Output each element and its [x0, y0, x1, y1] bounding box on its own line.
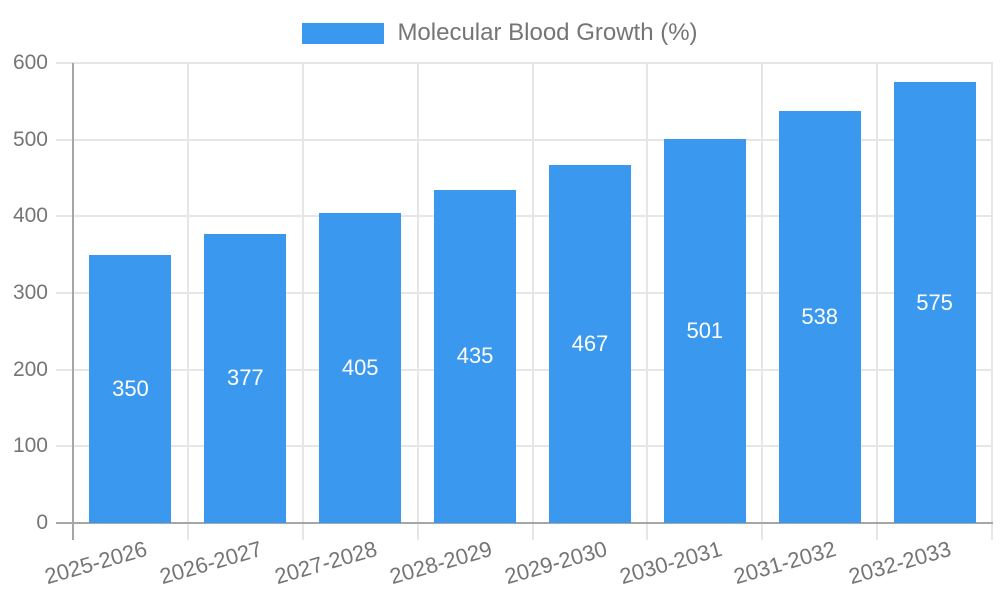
- y-tick-label: 600: [12, 51, 48, 74]
- y-gridline: [56, 215, 993, 218]
- legend-label: Molecular Blood Growth (%): [397, 19, 698, 46]
- x-gridline: [531, 63, 534, 540]
- x-gridline: [186, 63, 189, 540]
- x-tick-label: 2026-2027: [156, 536, 265, 590]
- x-tick-label: 2029-2030: [501, 536, 610, 590]
- bar: [434, 189, 517, 523]
- x-gridline: [876, 63, 879, 540]
- y-tick-label: 400: [12, 204, 48, 228]
- y-gridline: [56, 292, 993, 294]
- y-axis-line: [72, 63, 74, 540]
- bar: [663, 138, 746, 523]
- bar: [778, 110, 861, 523]
- bar: [204, 233, 287, 523]
- bar-value-label: 350: [112, 375, 149, 401]
- x-tick-label: 2031-2032: [731, 536, 840, 590]
- y-gridline: [56, 62, 993, 64]
- y-tick-label: 200: [12, 357, 48, 381]
- y-gridline: [56, 445, 993, 448]
- bar-value-label: 575: [916, 289, 953, 315]
- bar: [548, 164, 631, 523]
- x-axis-line: [56, 522, 993, 524]
- x-gridline: [416, 63, 419, 540]
- bar-value-label: 467: [571, 330, 609, 356]
- legend-swatch: [302, 22, 385, 44]
- bar: [89, 254, 172, 523]
- bar-value-label: 377: [226, 365, 264, 391]
- x-tick-label: 2025-2026: [42, 536, 151, 590]
- y-gridline: [56, 368, 993, 371]
- bar-value-label: 538: [801, 303, 839, 329]
- bar-value-label: 405: [341, 354, 379, 380]
- x-tick-label: 2030-2031: [616, 536, 725, 590]
- bar-value-label: 435: [456, 343, 494, 369]
- y-gridline: [56, 138, 993, 141]
- bar-value-label: 501: [686, 317, 724, 343]
- y-tick-label: 0: [36, 511, 48, 534]
- x-tick-label: 2027-2028: [271, 536, 380, 590]
- x-tick-label: 2032-2033: [846, 536, 955, 590]
- chart-legend[interactable]: Molecular Blood Growth (%): [0, 19, 1000, 47]
- x-gridline: [991, 63, 993, 540]
- bar: [893, 82, 976, 523]
- x-tick-label: 2028-2029: [386, 536, 495, 590]
- bar: [319, 212, 402, 523]
- x-gridline: [761, 63, 764, 540]
- y-tick-label: 100: [12, 434, 48, 458]
- x-gridline: [301, 63, 304, 540]
- x-gridline: [646, 63, 649, 540]
- y-tick-label: 500: [12, 127, 48, 151]
- y-tick-label: 300: [12, 281, 48, 304]
